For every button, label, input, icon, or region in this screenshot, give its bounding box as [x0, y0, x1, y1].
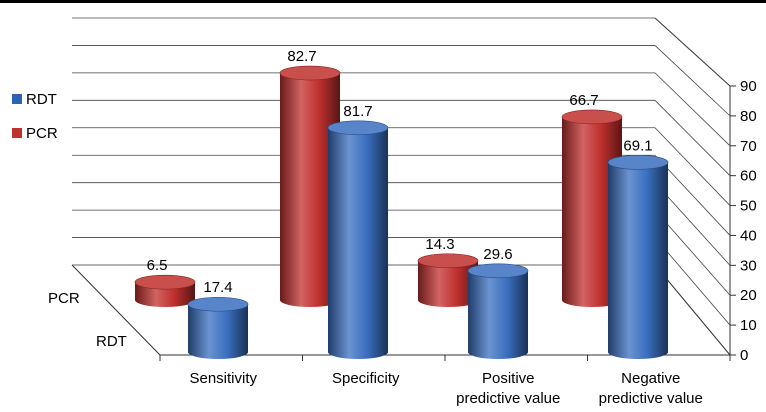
- legend-item-rdt: RDT: [12, 82, 58, 116]
- bar-body: [562, 116, 622, 307]
- bar-body: [328, 127, 388, 359]
- bar-body: [468, 270, 528, 359]
- bar-top-cap: [561, 109, 623, 125]
- bar-top-cap: [607, 155, 669, 170]
- bar-top-cap: [134, 274, 196, 290]
- bar-top-cap: [279, 65, 341, 81]
- data-label: 17.4: [203, 279, 232, 296]
- side-gridline: [654, 17, 731, 87]
- y-tick-label: 20: [740, 287, 757, 304]
- depth-label-pcr: PCR: [48, 290, 80, 307]
- floor-left-edge: [71, 264, 161, 356]
- y-axis-ticks: 0 10 20 30 40 50 60 70 80 90: [730, 78, 757, 364]
- y-tick-label: 50: [740, 198, 757, 215]
- y-tick-label: 60: [740, 168, 757, 185]
- y-tick-label: 10: [740, 317, 757, 334]
- axes: [159, 355, 731, 361]
- legend-swatch: [12, 94, 22, 104]
- data-label: 82.7: [287, 48, 316, 65]
- data-labels: 6.5 82.7 14.3 66.7 17.4 81.7 29.6 69.1: [147, 48, 653, 296]
- side-gridline: [654, 100, 731, 176]
- legend-label: RDT: [26, 90, 57, 108]
- bar-pcr-sensitivity: [134, 274, 196, 307]
- data-label: 69.1: [623, 137, 652, 154]
- bar-rdt-specificity: [327, 120, 389, 359]
- y-tick-label: 90: [740, 78, 757, 95]
- side-gridline: [654, 45, 731, 117]
- y-tick-label: 80: [740, 108, 757, 125]
- y-tick-label: 0: [740, 347, 748, 364]
- bar-pcr-negative-predictive-value: [561, 109, 623, 307]
- legend-item-pcr: PCR: [12, 116, 58, 150]
- legend-label: PCR: [26, 124, 58, 142]
- category-label: Specificity: [332, 370, 400, 387]
- bar-pcr-specificity: [279, 65, 341, 307]
- top-rule: [0, 0, 766, 3]
- data-label: 29.6: [483, 246, 512, 263]
- side-gridline: [654, 72, 731, 147]
- legend-swatch: [12, 128, 22, 138]
- bar-top-cap: [187, 296, 249, 312]
- category-label: Sensitivity: [189, 370, 257, 387]
- bar-top-cap: [327, 120, 389, 136]
- bar-pcr-positive-predictive-value: [417, 253, 479, 307]
- x-axis-categories: Sensitivity Specificity Positive predictive…: [189, 370, 702, 407]
- bar-rdt-negative-predictive-value: [607, 155, 669, 359]
- y-tick-label: 40: [740, 227, 757, 244]
- category-label: Positive: [482, 370, 535, 387]
- bar-body: [188, 304, 248, 359]
- bar-body: [280, 73, 340, 307]
- legend: RDT PCR: [12, 82, 58, 150]
- bar-top-cap: [467, 263, 529, 279]
- bar-body: [608, 162, 668, 359]
- category-label: predictive value: [599, 390, 703, 407]
- bar-body: [418, 260, 478, 307]
- depth-label-rdt: RDT: [96, 333, 127, 350]
- depth-axis-labels: PCR RDT: [48, 290, 127, 350]
- data-label: 14.3: [425, 236, 454, 253]
- y-tick-label: 30: [740, 257, 757, 274]
- bar-rdt-sensitivity: [187, 296, 249, 359]
- bar-top-cap: [417, 253, 479, 269]
- side-gridline: [654, 127, 731, 206]
- data-label: 81.7: [343, 103, 372, 120]
- bars: [134, 65, 669, 359]
- data-label: 6.5: [147, 257, 168, 274]
- bar-rdt-positive-predictive-value: [467, 263, 529, 359]
- category-label: predictive value: [456, 390, 560, 407]
- y-tick-label: 70: [740, 138, 757, 155]
- category-label: Negative: [621, 370, 680, 387]
- data-label: 66.7: [569, 92, 598, 109]
